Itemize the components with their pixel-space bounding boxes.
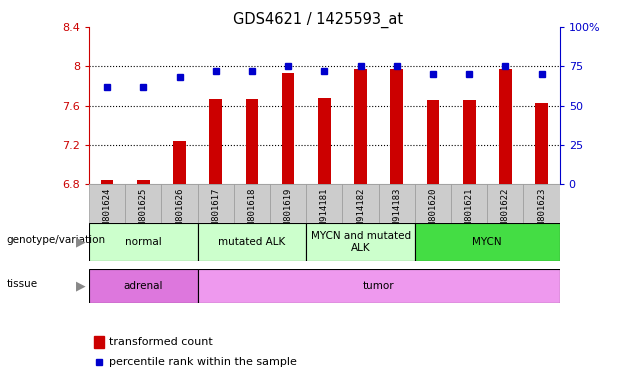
Bar — [307, 184, 342, 257]
Bar — [270, 184, 307, 257]
Text: GSM801620: GSM801620 — [429, 188, 438, 236]
Bar — [125, 184, 162, 257]
Text: ▶: ▶ — [76, 235, 86, 248]
Bar — [245, 99, 258, 184]
Bar — [282, 73, 294, 184]
Text: tissue: tissue — [6, 279, 38, 289]
Text: percentile rank within the sample: percentile rank within the sample — [109, 357, 296, 367]
Bar — [89, 223, 198, 261]
Text: GSM914183: GSM914183 — [392, 188, 401, 236]
Bar — [100, 180, 113, 184]
Text: MYCN: MYCN — [473, 237, 502, 247]
Bar — [173, 141, 186, 184]
Text: GSM801622: GSM801622 — [501, 188, 510, 236]
Bar — [342, 184, 378, 257]
Bar — [415, 223, 560, 261]
Bar — [89, 269, 198, 303]
Bar — [137, 180, 149, 184]
Text: normal: normal — [125, 237, 162, 247]
Bar — [354, 69, 367, 184]
Bar — [451, 184, 487, 257]
Text: GSM801623: GSM801623 — [537, 188, 546, 236]
Bar — [378, 184, 415, 257]
Text: GSM801617: GSM801617 — [211, 188, 220, 236]
Text: transformed count: transformed count — [109, 337, 212, 347]
Text: mutated ALK: mutated ALK — [218, 237, 286, 247]
Bar — [162, 184, 198, 257]
Text: genotype/variation: genotype/variation — [6, 235, 106, 245]
Bar — [536, 103, 548, 184]
Bar — [415, 184, 451, 257]
Text: GSM801626: GSM801626 — [175, 188, 184, 236]
Bar — [198, 269, 560, 303]
Text: GDS4621 / 1425593_at: GDS4621 / 1425593_at — [233, 12, 403, 28]
Text: GSM801625: GSM801625 — [139, 188, 148, 236]
Bar — [499, 69, 512, 184]
Bar — [523, 184, 560, 257]
Text: GSM801618: GSM801618 — [247, 188, 256, 236]
Bar — [487, 184, 523, 257]
Bar — [198, 223, 307, 261]
Text: GSM801619: GSM801619 — [284, 188, 293, 236]
Bar — [234, 184, 270, 257]
Bar — [463, 100, 476, 184]
Text: MYCN and mutated
ALK: MYCN and mutated ALK — [310, 231, 411, 253]
Bar — [93, 336, 104, 348]
Bar — [427, 100, 439, 184]
Text: ▶: ▶ — [76, 280, 86, 293]
Bar — [209, 99, 222, 184]
Bar — [391, 69, 403, 184]
Bar — [89, 184, 125, 257]
Text: GSM914182: GSM914182 — [356, 188, 365, 236]
Bar — [307, 223, 415, 261]
Text: GSM914181: GSM914181 — [320, 188, 329, 236]
Text: adrenal: adrenal — [123, 281, 163, 291]
Text: tumor: tumor — [363, 281, 394, 291]
Text: GSM801621: GSM801621 — [465, 188, 474, 236]
Bar — [318, 98, 331, 184]
Bar — [198, 184, 234, 257]
Text: GSM801624: GSM801624 — [102, 188, 112, 236]
